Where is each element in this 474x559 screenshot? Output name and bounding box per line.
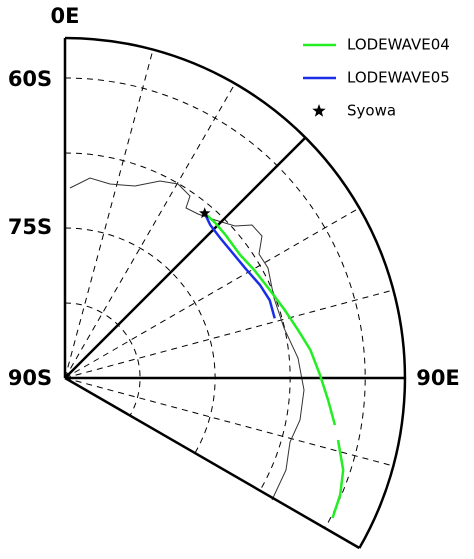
coastline <box>69 177 305 501</box>
frame <box>63 36 407 550</box>
legend-label: LODEWAVE04 <box>347 36 450 54</box>
meridian-45e <box>64 136 307 379</box>
meridian <box>64 207 360 379</box>
lat-circle <box>64 77 366 529</box>
lat-label: 75S <box>8 215 52 239</box>
lat-circle <box>64 227 216 454</box>
graticule <box>64 49 394 529</box>
lon-label: 0E <box>51 4 80 28</box>
lat-label: 90S <box>8 366 52 390</box>
lat-circle <box>64 302 141 416</box>
meridian-120e <box>64 376 361 550</box>
meridian <box>64 289 394 379</box>
lat-label: 60S <box>8 67 52 91</box>
outer-arc <box>64 36 407 549</box>
station <box>199 207 211 219</box>
meridian <box>64 377 394 467</box>
track <box>203 212 276 319</box>
lat-circle <box>64 152 291 491</box>
meridian <box>64 49 154 379</box>
lon-label: 90E <box>416 366 460 390</box>
meridian <box>64 83 236 379</box>
legend-label: LODEWAVE05 <box>347 69 450 87</box>
legend-star <box>312 104 326 117</box>
legend-label: Syowa <box>347 102 396 120</box>
track <box>203 212 345 519</box>
